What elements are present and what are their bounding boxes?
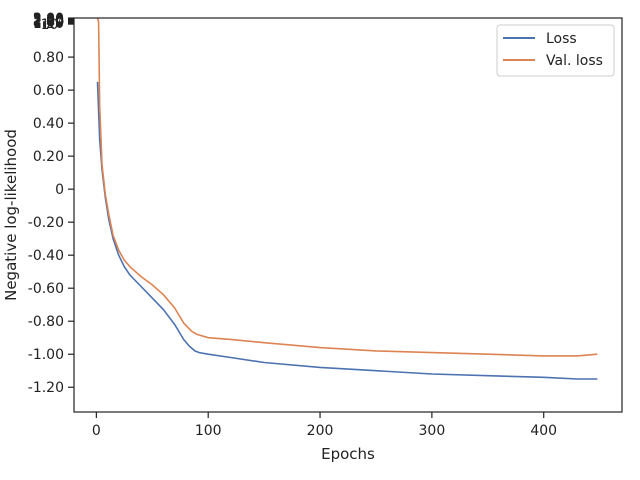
y-tick-label: 1.20: [33, 16, 64, 32]
y-tick-label: 2.20: [33, 13, 64, 29]
legend-label-loss: Loss: [546, 31, 577, 47]
y-tick-label: -0.80: [28, 314, 64, 330]
y-axis-title: Negative log-likelihood: [2, 129, 20, 301]
y-tick-label: 3.00: [33, 11, 64, 27]
x-tick-label: 0: [92, 423, 101, 439]
y-tick-label: 2.40: [33, 12, 64, 28]
legend-label-val-loss: Val. loss: [546, 53, 603, 69]
x-tick-label: 400: [530, 423, 557, 439]
y-tick-label: 2.80: [33, 11, 64, 27]
plot-lines: [96, 17, 598, 380]
series-line-loss: [96, 81, 598, 380]
y-axis: 3.002.802.602.402.202.001.801.601.401.20…: [28, 11, 74, 396]
x-tick-label: 300: [419, 423, 446, 439]
y-tick-label: 2.00: [33, 13, 64, 29]
y-tick-label: 0.20: [33, 149, 64, 165]
y-tick-label: 0: [55, 182, 64, 198]
plot-frame: [73, 17, 623, 413]
y-tick-label: 0.80: [33, 50, 64, 66]
y-tick-label: -0.20: [28, 215, 64, 231]
y-tick-label: 0.60: [33, 83, 64, 99]
y-tick-label: 1.40: [33, 15, 64, 31]
y-tick-label: 2.60: [33, 12, 64, 28]
y-tick-label: -0.40: [28, 248, 64, 264]
y-tick-label: 10⁰: [41, 17, 65, 33]
y-tick-label: 1.80: [33, 14, 64, 30]
legend: Loss Val. loss: [496, 24, 615, 77]
x-tick-label: 200: [307, 423, 334, 439]
y-tick-label: 0.40: [33, 116, 64, 132]
series-line-val-loss: [96, 17, 598, 357]
y-tick-label: 1.60: [33, 15, 64, 31]
y-tick-label: -1.00: [28, 347, 64, 363]
x-axis: 0 100 200 300 400: [92, 412, 557, 439]
y-tick-label: -0.60: [28, 281, 64, 297]
x-axis-title: Epochs: [321, 445, 375, 463]
y-tick-label: -1.20: [28, 380, 64, 396]
x-tick-label: 100: [195, 423, 222, 439]
